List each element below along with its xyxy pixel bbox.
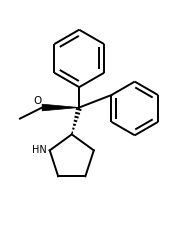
Text: O: O — [33, 96, 41, 106]
Text: HN: HN — [32, 145, 47, 155]
Polygon shape — [42, 105, 79, 111]
